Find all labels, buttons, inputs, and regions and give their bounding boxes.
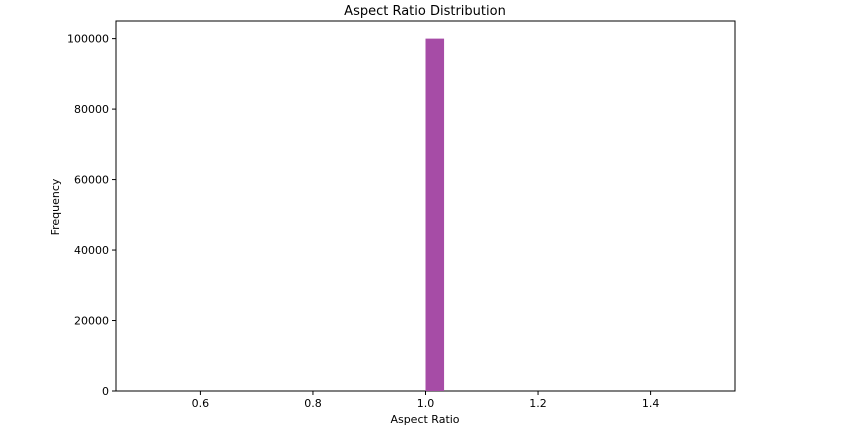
y-tick-label: 40000 bbox=[74, 244, 109, 257]
y-axis-label: Frequency bbox=[49, 178, 62, 235]
y-tick-label: 20000 bbox=[74, 315, 109, 328]
x-tick-label: 0.6 bbox=[192, 397, 210, 410]
x-tick-label: 1.4 bbox=[642, 397, 660, 410]
y-axis: 0 20000 40000 60000 80000 100000 bbox=[67, 33, 116, 398]
y-tick-label: 100000 bbox=[67, 33, 109, 46]
x-axis: 0.6 0.8 1.0 1.2 1.4 bbox=[192, 391, 660, 410]
x-tick-label: 1.2 bbox=[529, 397, 547, 410]
histogram-bar bbox=[425, 38, 445, 391]
y-tick-label: 0 bbox=[102, 385, 109, 398]
chart-title: Aspect Ratio Distribution bbox=[344, 4, 506, 19]
x-tick-label: 1.0 bbox=[417, 397, 435, 410]
x-axis-label: Aspect Ratio bbox=[390, 413, 459, 426]
y-tick-label: 60000 bbox=[74, 174, 109, 187]
x-tick-label: 0.8 bbox=[304, 397, 322, 410]
y-tick-label: 80000 bbox=[74, 103, 109, 116]
bars-group bbox=[425, 38, 445, 391]
